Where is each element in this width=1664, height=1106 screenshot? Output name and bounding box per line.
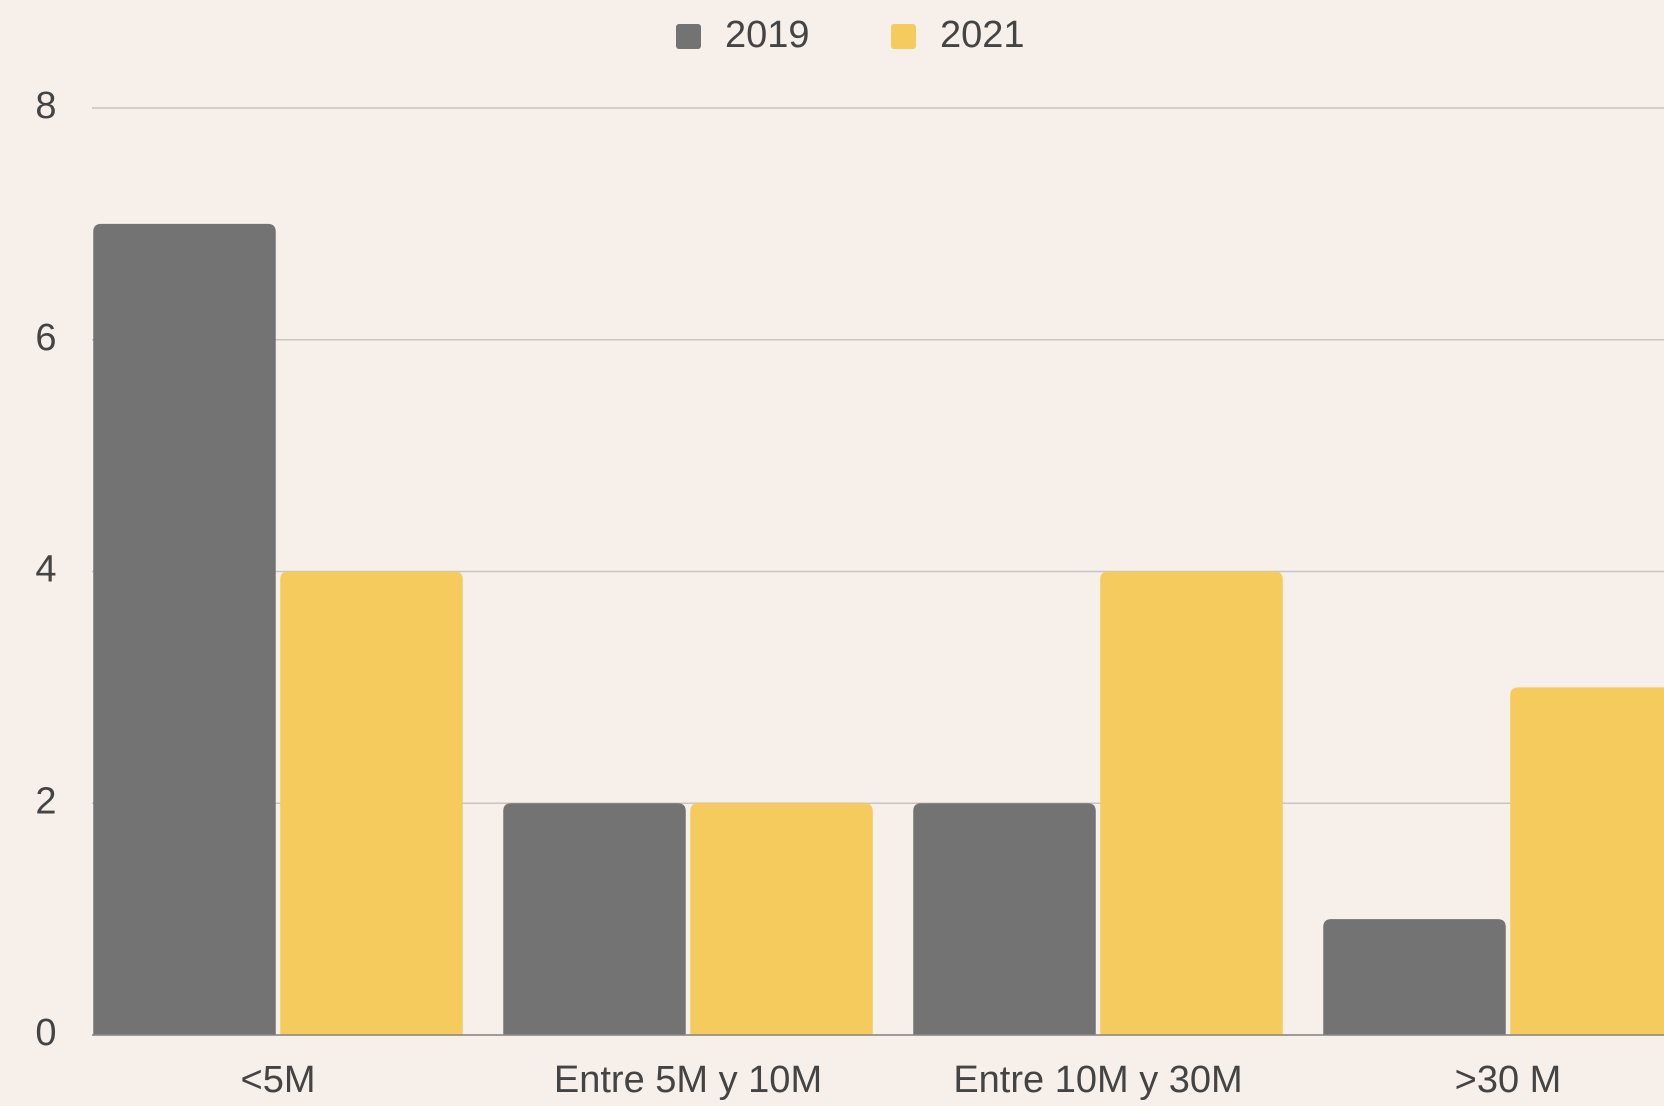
- bar: [1323, 919, 1506, 1035]
- x-tick-label: >30 M: [1455, 1059, 1562, 1101]
- y-tick-label: 4: [35, 549, 56, 591]
- legend-label: 2019: [725, 14, 810, 56]
- bar: [913, 803, 1096, 1035]
- legend-swatch: [676, 24, 701, 49]
- legend-swatch: [891, 24, 916, 49]
- bar: [1510, 687, 1664, 1035]
- x-tick-label: <5M: [241, 1059, 316, 1101]
- x-tick-label: Entre 5M y 10M: [554, 1059, 822, 1101]
- y-tick-label: 8: [35, 85, 56, 127]
- y-tick-label: 6: [35, 317, 56, 359]
- legend-label: 2021: [940, 14, 1025, 56]
- x-tick-label: Entre 10M y 30M: [953, 1059, 1242, 1101]
- bar: [1100, 571, 1283, 1035]
- bar: [690, 803, 873, 1035]
- bar: [280, 571, 463, 1035]
- bar: [93, 223, 276, 1035]
- bar: [503, 803, 686, 1035]
- y-tick-label: 2: [35, 780, 56, 822]
- y-tick-label: 0: [35, 1012, 56, 1054]
